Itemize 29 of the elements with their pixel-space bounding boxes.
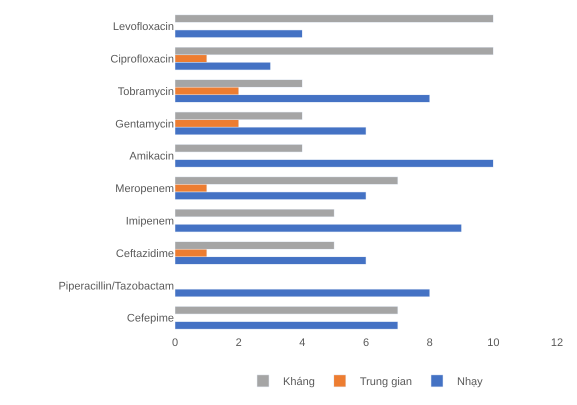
x-tick-label: 12 (550, 337, 564, 349)
bar (175, 159, 494, 168)
y-tick-label: Tobramycin (118, 86, 174, 98)
x-tick-label: 4 (299, 337, 306, 349)
bar (175, 288, 430, 297)
bar (175, 321, 398, 330)
x-tick-label: 8 (426, 337, 433, 349)
bar (175, 30, 303, 38)
y-tick-label: Gentamycin (115, 118, 174, 130)
x-tick-label: 10 (487, 337, 500, 349)
y-tick-label: Meropenem (115, 183, 174, 196)
legend-label: Trung gian (360, 376, 412, 388)
y-tick-label: Ciprofloxacin (110, 53, 174, 66)
y-tick-label: Ceftazidime (116, 248, 174, 260)
bar (175, 144, 303, 152)
bar (175, 306, 398, 314)
y-tick-label: Cefepime (126, 312, 174, 325)
y-tick-label: Piperacillin/Tazobactam (58, 280, 174, 292)
y-tick-label: Amikacin (129, 150, 174, 163)
y-tick-label: Levofloxacin (112, 21, 174, 34)
y-tick-label: Imipenem (126, 215, 174, 228)
x-tick-label: 6 (362, 337, 370, 349)
bar (175, 224, 462, 232)
x-tick-label: 0 (172, 337, 178, 349)
bar (175, 209, 334, 218)
legend-label: Nhạy (457, 376, 484, 388)
x-tick-label: 2 (236, 337, 242, 349)
bar (175, 14, 494, 23)
legend-label: Kháng (283, 376, 315, 388)
